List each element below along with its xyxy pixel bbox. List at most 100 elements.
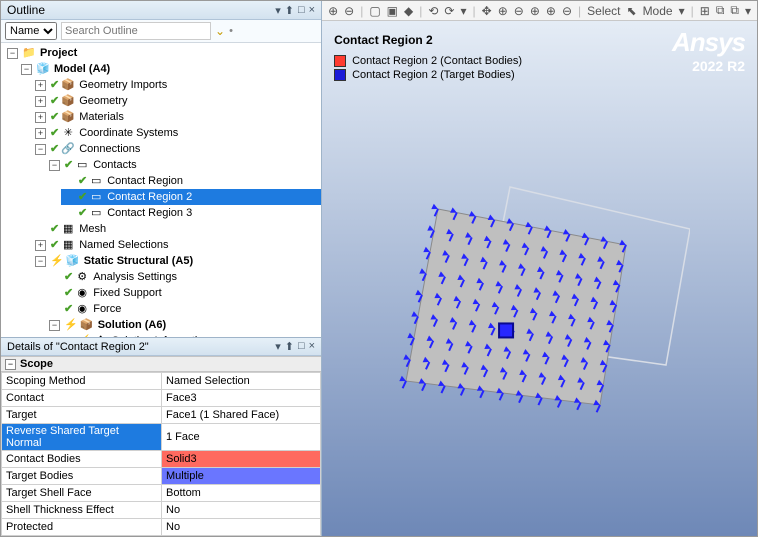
details-row[interactable]: Contact BodiesSolid3 bbox=[2, 451, 321, 468]
toolbar-separator: | bbox=[360, 4, 363, 18]
toolbar-button[interactable]: ⊕ bbox=[328, 4, 338, 18]
brand: Ansys 2022 R2 bbox=[672, 27, 745, 74]
tree-contact-region-2[interactable]: ✔▭Contact Region 2 bbox=[61, 189, 321, 205]
toolbar-separator: | bbox=[419, 4, 422, 18]
tree-item[interactable]: ✔◉Fixed Support bbox=[47, 285, 321, 301]
check-icon: ✔ bbox=[78, 173, 87, 189]
pane-menu-icon[interactable]: □ bbox=[298, 340, 305, 353]
filter-mode-select[interactable]: Name bbox=[5, 22, 57, 40]
toolbar-button[interactable]: ▣ bbox=[387, 4, 398, 18]
search-input[interactable] bbox=[61, 22, 211, 40]
tree-item[interactable]: +✔📦Geometry bbox=[33, 93, 321, 109]
outline-tree[interactable]: − 📁 Project − 🧊 Model (A4) +✔� bbox=[1, 43, 321, 337]
toolbar-button[interactable]: ⟳ bbox=[444, 4, 454, 18]
details-row[interactable]: Shell Thickness EffectNo bbox=[2, 502, 321, 519]
pin-icon[interactable]: ⬆ bbox=[285, 4, 294, 17]
details-key: Target Bodies bbox=[2, 468, 162, 485]
viewport-title: Contact Region 2 bbox=[334, 33, 433, 47]
tree-item[interactable]: +✔📦Geometry Imports bbox=[33, 77, 321, 93]
details-value[interactable]: Bottom bbox=[162, 485, 321, 502]
tree-contact-region[interactable]: ✔▭Contact Region bbox=[61, 173, 321, 189]
check-icon: ✔ bbox=[64, 301, 73, 317]
details-value[interactable]: No bbox=[162, 502, 321, 519]
group-scope[interactable]: −Scope bbox=[1, 357, 321, 372]
toolbar-button[interactable]: ▢ bbox=[369, 4, 380, 18]
details-row[interactable]: ContactFace3 bbox=[2, 390, 321, 407]
toolbar-button[interactable]: ◆ bbox=[404, 4, 413, 18]
toolbar-button[interactable]: ⊕ bbox=[498, 4, 508, 18]
details-value[interactable]: Solid3 bbox=[162, 451, 321, 468]
dropdown-icon[interactable]: ▾ bbox=[275, 4, 281, 17]
details-key: Shell Thickness Effect bbox=[2, 502, 162, 519]
toolbar-button[interactable]: ⊖ bbox=[344, 4, 354, 18]
toolbar-button[interactable]: ⟲ bbox=[428, 4, 438, 18]
tree-item[interactable]: ✔◉Force bbox=[47, 301, 321, 317]
tree-model[interactable]: − 🧊 Model (A4) bbox=[19, 61, 321, 77]
toolbar-button[interactable]: ⊕ bbox=[530, 4, 540, 18]
check-icon: ✔ bbox=[64, 285, 73, 301]
details-key: Protected bbox=[2, 519, 162, 536]
close-icon[interactable]: × bbox=[309, 4, 315, 17]
toolbar-button[interactable]: ⬉ bbox=[627, 4, 637, 18]
tree-solution[interactable]: −⚡📦Solution (A6) bbox=[47, 317, 321, 333]
filter-dot-icon[interactable]: • bbox=[229, 25, 233, 37]
collapse-icon[interactable]: − bbox=[5, 359, 16, 370]
tree-mesh[interactable]: ✔▦Mesh bbox=[33, 221, 321, 237]
brand-version: 2022 R2 bbox=[672, 58, 745, 74]
tree-project[interactable]: − 📁 Project bbox=[5, 45, 321, 61]
details-key: Contact Bodies bbox=[2, 451, 162, 468]
toolbar-button[interactable]: ✥ bbox=[482, 4, 492, 18]
details-row[interactable]: Reverse Shared Target Normal1 Face bbox=[2, 424, 321, 451]
tree-item[interactable]: ✔⚙Analysis Settings bbox=[47, 269, 321, 285]
details-value[interactable]: Face3 bbox=[162, 390, 321, 407]
tree-connections[interactable]: −✔🔗Connections bbox=[33, 141, 321, 157]
details-row[interactable]: Target Shell FaceBottom bbox=[2, 485, 321, 502]
collapse-icon[interactable]: − bbox=[7, 48, 18, 59]
check-icon: ✔ bbox=[50, 141, 59, 157]
toolbar-button[interactable]: ▾ bbox=[679, 4, 685, 18]
details-row[interactable]: TargetFace1 (1 Shared Face) bbox=[2, 407, 321, 424]
viewport[interactable]: Contact Region 2 Contact Region 2 (Conta… bbox=[322, 21, 757, 536]
toolbar-button[interactable]: ⧉ bbox=[730, 3, 739, 18]
filter-chevron-icon[interactable]: ⌄ bbox=[215, 24, 225, 38]
contacts-icon: ▭ bbox=[75, 158, 89, 172]
pin-icon[interactable]: ⬆ bbox=[285, 340, 294, 353]
toolbar-button[interactable]: Mode bbox=[643, 4, 673, 18]
tree-item[interactable]: ⚡ℹSolution Information bbox=[61, 333, 321, 337]
tree-static-structural[interactable]: −⚡🧊Static Structural (A5) bbox=[33, 253, 321, 269]
connections-icon: 🔗 bbox=[61, 142, 75, 156]
details-row[interactable]: Target BodiesMultiple bbox=[2, 468, 321, 485]
brand-logo: Ansys bbox=[672, 27, 745, 58]
model-icon: 🧊 bbox=[36, 62, 50, 76]
close-icon[interactable]: × bbox=[309, 340, 315, 353]
legend-label: Contact Region 2 (Contact Bodies) bbox=[352, 55, 522, 67]
details-value[interactable]: 1 Face bbox=[162, 424, 321, 451]
toolbar-button[interactable]: ⧉ bbox=[716, 3, 725, 18]
check-icon: ✔ bbox=[50, 109, 59, 125]
toolbar-button[interactable]: ⊕ bbox=[546, 4, 556, 18]
details-value[interactable]: Named Selection bbox=[162, 373, 321, 390]
toolbar-button[interactable]: ⊖ bbox=[514, 4, 524, 18]
tree-contacts[interactable]: −✔▭Contacts bbox=[47, 157, 321, 173]
pane-menu-icon[interactable]: □ bbox=[298, 4, 305, 17]
details-value[interactable]: Face1 (1 Shared Face) bbox=[162, 407, 321, 424]
toolbar-button[interactable]: ⊞ bbox=[700, 4, 710, 18]
dropdown-icon[interactable]: ▾ bbox=[275, 340, 281, 353]
check-icon: ✔ bbox=[50, 237, 59, 253]
tree-contact-region-3[interactable]: ✔▭Contact Region 3 bbox=[61, 205, 321, 221]
collapse-icon[interactable]: − bbox=[21, 64, 32, 75]
tree-item[interactable]: +✔✳Coordinate Systems bbox=[33, 125, 321, 141]
details-value[interactable]: Multiple bbox=[162, 468, 321, 485]
toolbar-button[interactable]: ⊖ bbox=[562, 4, 572, 18]
details-value[interactable]: No bbox=[162, 519, 321, 536]
toolbar-button[interactable]: ▾ bbox=[745, 4, 751, 18]
bolt-icon: ⚡ bbox=[64, 317, 78, 333]
csys-icon: ✳ bbox=[61, 126, 75, 140]
toolbar-button[interactable]: Select bbox=[587, 4, 620, 18]
tree-item[interactable]: +✔📦Materials bbox=[33, 109, 321, 125]
details-row[interactable]: Scoping MethodNamed Selection bbox=[2, 373, 321, 390]
details-grid[interactable]: −Scope Scoping MethodNamed SelectionCont… bbox=[1, 356, 321, 536]
tree-named-selections[interactable]: +✔▦Named Selections bbox=[33, 237, 321, 253]
toolbar-button[interactable]: ▾ bbox=[460, 4, 466, 18]
details-row[interactable]: ProtectedNo bbox=[2, 519, 321, 536]
